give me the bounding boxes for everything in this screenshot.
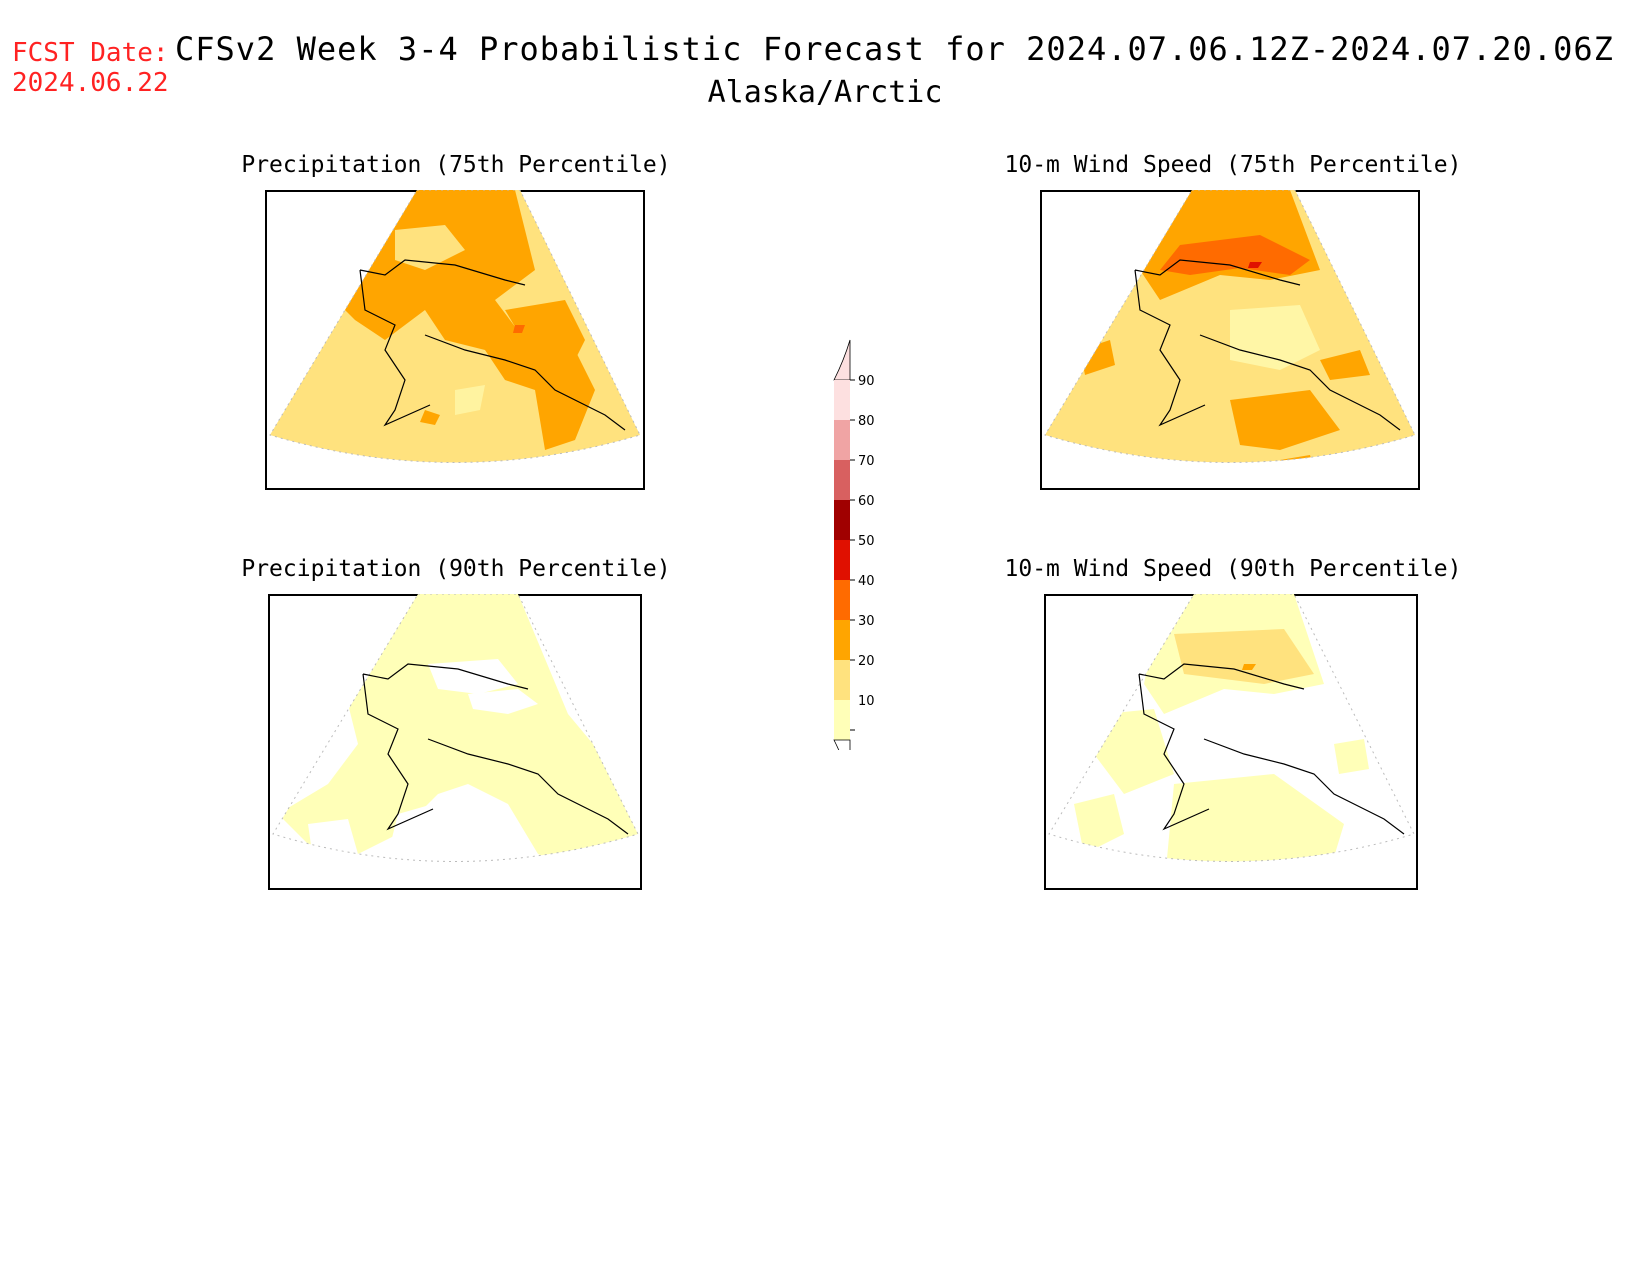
colorbar-swatch-90 <box>834 380 850 420</box>
figure-title: CFSv2 Week 3-4 Probabilistic Forecast fo… <box>175 30 1614 68</box>
colorbar-swatch-70 <box>834 460 850 500</box>
map-wind-90 <box>1044 594 1418 890</box>
map-wind-75 <box>1040 190 1420 490</box>
region-subtitle: Alaska/Arctic <box>707 75 943 110</box>
panel-title-precip-75: Precipitation (75th Percentile) <box>241 152 671 178</box>
fcst-date-value: 2024.06.22 <box>12 68 169 98</box>
colorbar-swatch-30 <box>834 620 850 660</box>
colorbar-swatch-60 <box>834 500 850 540</box>
colorbar-top-extension <box>833 339 851 381</box>
colorbar-label-10: 10 <box>858 694 875 709</box>
colorbar-label-20: 20 <box>858 654 875 669</box>
panel-title-wind-75: 10-m Wind Speed (75th Percentile) <box>1004 152 1462 178</box>
colorbar-label-40: 40 <box>858 574 875 589</box>
fcst-date-block: FCST Date: 2024.06.22 <box>12 38 169 98</box>
fcst-date-label: FCST Date: <box>12 38 169 68</box>
map-precip-90 <box>268 594 642 890</box>
map-precip-75 <box>265 190 645 490</box>
colorbar-label-90: 90 <box>858 374 875 389</box>
colorbar-swatch-20 <box>834 660 850 700</box>
colorbar-swatch-50 <box>834 540 850 580</box>
colorbar-swatch-80 <box>834 420 850 460</box>
colorbar-label-70: 70 <box>858 454 875 469</box>
colorbar: 90 80 70 60 50 40 30 20 10 <box>833 339 875 750</box>
colorbar-swatch-40 <box>834 580 850 620</box>
colorbar-bottom-extension <box>833 739 851 750</box>
colorbar-label-60: 60 <box>858 494 875 509</box>
colorbar-label-30: 30 <box>858 614 875 629</box>
colorbar-label-50: 50 <box>858 534 875 549</box>
panel-title-precip-90: Precipitation (90th Percentile) <box>241 556 671 582</box>
panel-title-wind-90: 10-m Wind Speed (90th Percentile) <box>1004 556 1462 582</box>
colorbar-label-80: 80 <box>858 414 875 429</box>
colorbar-swatch-10 <box>834 700 850 740</box>
